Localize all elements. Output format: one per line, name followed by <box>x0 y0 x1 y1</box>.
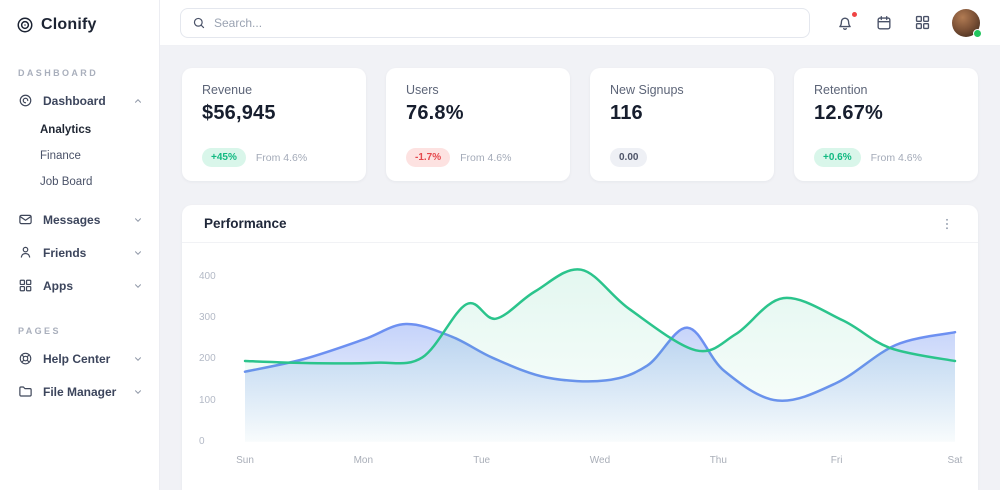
main-area: Revenue $56,945 +45% From 4.6% Users 76.… <box>160 0 1000 490</box>
x-axis-label: Mon <box>353 455 374 466</box>
chevron-up-icon <box>133 96 143 106</box>
stat-note: From 4.6% <box>870 151 922 164</box>
folder-icon <box>18 384 33 399</box>
topbar <box>160 0 1000 46</box>
topbar-icons <box>836 8 982 38</box>
status-badge: -1.7% <box>406 148 451 167</box>
x-axis-label: Fri <box>830 455 843 466</box>
stat-title: New Signups <box>610 83 684 97</box>
x-axis-label: Tue <box>473 455 491 466</box>
x-axis-label: Sun <box>236 455 254 466</box>
sidebar-item-label: File Manager <box>43 384 117 399</box>
clonify-logo-icon <box>16 16 34 34</box>
status-badge: +45% <box>202 148 246 167</box>
x-axis-label: Wed <box>589 455 611 466</box>
stat-card-retention: Retention 12.67% +0.6% From 4.6% <box>794 68 978 181</box>
sidebar-item-label: Help Center <box>43 351 111 366</box>
sidebar-subitem-job-board[interactable]: Job Board <box>40 176 93 188</box>
performance-chart-svg <box>243 268 957 442</box>
y-axis-label: 200 <box>199 353 216 365</box>
stat-cards-row: Revenue $56,945 +45% From 4.6% Users 76.… <box>182 68 978 181</box>
search-box[interactable] <box>180 7 810 38</box>
apps-grid-icon <box>18 278 33 293</box>
chevron-down-icon <box>133 387 143 397</box>
stat-value: 116 <box>610 102 643 124</box>
stat-title: Revenue <box>202 83 253 97</box>
stat-note: From 4.6% <box>255 151 308 164</box>
stat-value: 12.67% <box>814 102 884 124</box>
envelope-icon <box>18 212 33 227</box>
y-axis-label: 0 <box>199 435 205 447</box>
search-icon <box>192 16 206 30</box>
notification-dot <box>851 10 858 18</box>
chevron-down-icon <box>133 354 143 364</box>
stat-card-revenue: Revenue $56,945 +45% From 4.6% <box>182 68 366 181</box>
sidebar-subitem-analytics[interactable]: Analytics <box>40 124 92 136</box>
sidebar-item-label: Messages <box>43 212 101 227</box>
series-green-line <box>243 268 957 365</box>
y-axis-label: 100 <box>199 394 216 406</box>
calendar-button[interactable] <box>875 14 893 32</box>
dashboard-icon <box>18 93 33 108</box>
chevron-down-icon <box>133 281 143 291</box>
sidebar-item-dashboard[interactable]: Dashboard <box>0 84 159 117</box>
lifebuoy-icon <box>18 351 33 366</box>
calendar-icon <box>877 15 891 30</box>
performance-card: Performance 400 300 200 100 0 Sun Mon Tue Wed Thu… <box>182 205 978 490</box>
sidebar-item-label: Friends <box>43 245 87 260</box>
kebab-icon <box>946 218 948 229</box>
x-axis-label: Sat <box>947 455 963 466</box>
performance-header: Performance <box>182 205 978 243</box>
kebab-menu-button[interactable] <box>936 213 958 235</box>
search-input[interactable] <box>214 15 798 30</box>
sidebar-item-friends[interactable]: Friends <box>0 236 159 269</box>
sidebar-item-messages[interactable]: Messages <box>0 203 159 236</box>
stat-card-new-signups: New Signups 116 0.00 <box>590 68 774 181</box>
brand-logo[interactable]: Clonify <box>0 0 159 44</box>
sidebar-item-file-manager[interactable]: File Manager <box>0 375 159 408</box>
content: Revenue $56,945 +45% From 4.6% Users 76.… <box>160 46 1000 490</box>
status-badge: +0.6% <box>814 148 861 167</box>
stat-title: Users <box>406 83 439 97</box>
apps-launcher-button[interactable] <box>914 14 931 31</box>
y-axis-label: 300 <box>199 312 216 324</box>
online-status-dot <box>973 28 982 38</box>
performance-title: Performance <box>204 216 287 231</box>
section-label-dashboard: DASHBOARD <box>18 68 99 78</box>
notifications-button[interactable] <box>836 10 858 32</box>
sidebar-item-label: Apps <box>43 278 73 293</box>
sidebar-item-label: Dashboard <box>43 93 106 108</box>
x-axis-label: Thu <box>709 455 727 466</box>
performance-chart: 400 300 200 100 0 Sun Mon Tue Wed Thu Fri Sat <box>182 243 978 490</box>
user-menu[interactable] <box>952 8 982 38</box>
y-axis-label: 400 <box>199 271 216 283</box>
stat-note: From 4.6% <box>460 151 512 164</box>
stat-title: Retention <box>814 83 868 97</box>
section-label-pages: PAGES <box>18 326 61 336</box>
stat-value: 76.8% <box>406 102 464 124</box>
chevron-down-icon <box>133 248 143 258</box>
apps-grid-icon <box>915 15 930 30</box>
sidebar-subitem-finance[interactable]: Finance <box>40 150 81 162</box>
series-green-area <box>245 269 955 442</box>
status-badge: 0.00 <box>610 148 648 167</box>
person-icon <box>18 245 33 260</box>
sidebar: Clonify DASHBOARD Dashboard Analytics Fi… <box>0 0 160 490</box>
sidebar-item-apps[interactable]: Apps <box>0 269 159 302</box>
bell-icon <box>839 17 851 30</box>
stat-value: $56,945 <box>202 102 276 124</box>
stat-card-users: Users 76.8% -1.7% From 4.6% <box>386 68 570 181</box>
sidebar-item-help-center[interactable]: Help Center <box>0 342 159 375</box>
chevron-down-icon <box>133 215 143 225</box>
brand-name: Clonify <box>41 16 97 33</box>
